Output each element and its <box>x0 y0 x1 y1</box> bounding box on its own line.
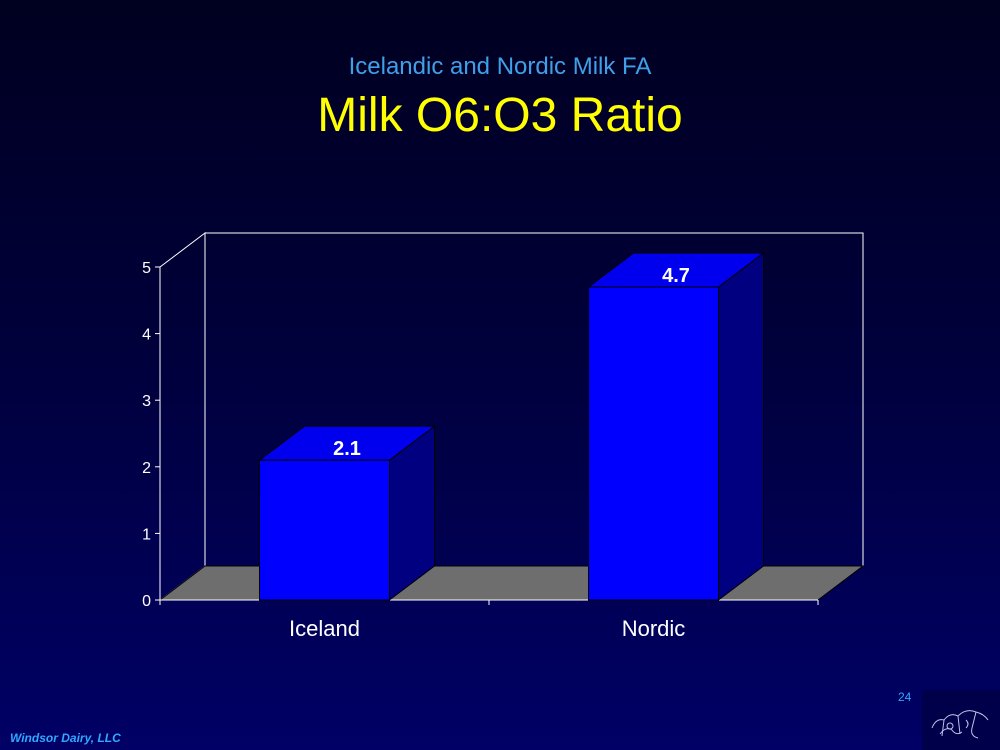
y-tick-label: 0 <box>142 593 151 610</box>
y-tick-label: 4 <box>142 327 151 344</box>
footer-company: Windsor Dairy, LLC <box>10 731 121 745</box>
page-number: 24 <box>898 690 912 704</box>
data-label-nordic: 4.7 <box>662 265 690 287</box>
y-tick-label: 5 <box>142 260 151 277</box>
bar-iceland <box>259 459 390 601</box>
chart-side-wall <box>159 231 206 602</box>
x-tick-label-nordic: Nordic <box>622 616 686 641</box>
bar-nordic <box>588 286 719 601</box>
y-tick-label: 2 <box>142 460 151 477</box>
x-tick-label-iceland: Iceland <box>289 616 360 641</box>
data-label-iceland: 2.1 <box>333 438 361 460</box>
bar-side-nordic <box>718 251 764 602</box>
slide-title: Milk O6:O3 Ratio <box>317 89 683 142</box>
y-tick-label: 3 <box>142 393 151 410</box>
slide-subtitle: Icelandic and Nordic Milk FA <box>348 53 652 80</box>
windsor-dairy-logo-icon <box>922 690 1000 750</box>
y-tick-label: 1 <box>142 526 151 543</box>
